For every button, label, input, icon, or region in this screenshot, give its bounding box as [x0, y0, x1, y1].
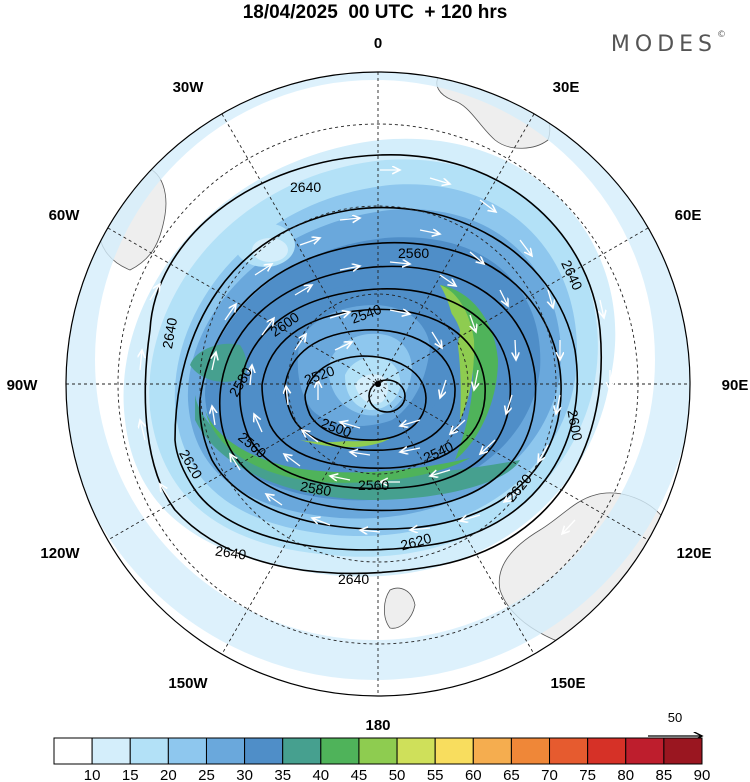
- colorbar-swatch: [396, 737, 436, 765]
- colorbar-swatch: [282, 737, 322, 765]
- lon-label-30w: 30W: [173, 79, 205, 96]
- contour-label: 2560: [398, 245, 429, 261]
- reference-vector: 50: [648, 710, 702, 736]
- colorbar-swatch: [358, 737, 398, 765]
- colorbar-swatch: [625, 737, 665, 765]
- contour-label: 2640: [338, 571, 369, 587]
- colorbar-tick-label: 65: [503, 767, 520, 782]
- contour-label: 2580: [299, 478, 333, 499]
- colorbar-swatch: [320, 737, 360, 765]
- map-title: 18/04/2025 00 UTC + 120 hrs: [242, 2, 508, 23]
- colorbar: 10 15 20 25 30 35 40 45 50 55 60 65 70 75 80 85 90: [53, 737, 711, 782]
- lon-label-0: 0: [374, 35, 382, 52]
- longitude-labels: 0 30E 60E 90E 120E 150E 180 150W 120W 90…: [7, 35, 749, 734]
- contour-2540: [261, 308, 486, 469]
- land-island-south: [383, 587, 416, 629]
- colorbar-swatch: [549, 737, 589, 765]
- colorbar-tick-label: 35: [274, 767, 291, 782]
- contour-label: 2620: [399, 530, 433, 554]
- height-contours: [144, 154, 602, 575]
- modes-logo: MODES©: [610, 30, 726, 57]
- colorbar-tick-label: 10: [84, 767, 101, 782]
- lon-label-60e: 60E: [675, 207, 702, 224]
- colorbar-tick-label: 55: [427, 767, 444, 782]
- contour-label: 2600: [564, 408, 585, 442]
- contour-2560: [239, 288, 512, 490]
- contour-2620: [174, 206, 579, 551]
- colorbar-swatch: [472, 737, 512, 765]
- map-border: [65, 71, 691, 697]
- contour-2640: [144, 154, 602, 575]
- colorbar-swatch: [167, 737, 207, 765]
- colorbar-tick-label: 25: [198, 767, 215, 782]
- colorbar-swatch: [663, 737, 703, 765]
- pole-point: [375, 381, 381, 387]
- contour-2500: [304, 355, 427, 441]
- colorbar-tick-label: 60: [465, 767, 482, 782]
- lon-label-90w: 90W: [7, 377, 39, 394]
- lon-label-60w: 60W: [49, 207, 81, 224]
- reference-vector-label: 50: [668, 710, 682, 725]
- contour-label: 2640: [290, 179, 321, 195]
- colorbar-tick-label: 70: [541, 767, 558, 782]
- contour-low-center: [368, 379, 406, 413]
- colorbar-swatch: [129, 737, 169, 765]
- colorbar-tick-label: 80: [617, 767, 634, 782]
- colorbar-tick-label: 30: [236, 767, 253, 782]
- colorbar-swatch: [510, 737, 551, 765]
- colorbar-swatch: [205, 737, 246, 765]
- map-disk: [66, 72, 690, 696]
- colorbar-tick-label: 45: [351, 767, 368, 782]
- colorbar-swatch: [434, 737, 474, 765]
- colorbar-tick-label: 50: [389, 767, 406, 782]
- colorbar-swatch: [244, 737, 284, 765]
- contour-label: 2560: [358, 477, 389, 493]
- contour-label: 2640: [159, 316, 180, 350]
- colorbar-tick-label: 40: [312, 767, 329, 782]
- colorbar-swatch: [587, 737, 627, 765]
- wind-vectors: [140, 120, 610, 585]
- colorbar-swatch: [53, 737, 93, 765]
- colorbar-tick-label: 20: [160, 767, 177, 782]
- contour-label: 2640: [214, 542, 247, 562]
- lon-label-180: 180: [365, 717, 390, 734]
- lon-label-150e: 150E: [550, 675, 585, 692]
- contour-2580: [218, 265, 537, 512]
- colorbar-tick-label: 90: [694, 767, 711, 782]
- lon-label-150w: 150W: [168, 675, 208, 692]
- colorbar-tick-label: 85: [656, 767, 673, 782]
- lon-label-120e: 120E: [676, 545, 711, 562]
- colorbar-swatch: [91, 737, 131, 765]
- contour-2520: [284, 329, 456, 452]
- lon-label-30e: 30E: [553, 79, 580, 96]
- colorbar-tick-label: 75: [579, 767, 596, 782]
- lon-label-120w: 120W: [40, 545, 80, 562]
- colorbar-tick-label: 15: [122, 767, 139, 782]
- lon-label-90e: 90E: [722, 377, 749, 394]
